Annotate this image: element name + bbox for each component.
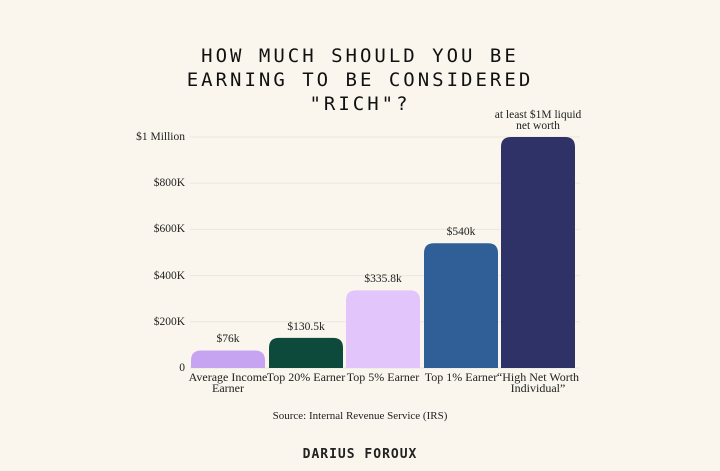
bar — [346, 290, 420, 368]
y-tick-label: $400K — [153, 269, 185, 282]
x-tick-label: Top 5% Earner — [346, 370, 420, 384]
x-tick-label: Average Income Earner — [188, 370, 268, 395]
brand: DARIUS FOROUX — [302, 447, 418, 462]
value-label: $335.8k — [364, 273, 402, 286]
x-tick-label: Top 20% Earner — [266, 370, 346, 384]
chart-title: HOW MUCH SHOULD YOU BE EARNING TO BE CON… — [186, 45, 534, 115]
bar — [191, 350, 265, 368]
y-tick-label: $1 Million — [136, 131, 185, 143]
bar — [501, 137, 575, 368]
x-tick-label: “High Net Worth Individual” — [496, 370, 580, 395]
bar — [424, 243, 498, 368]
value-label: $540k — [446, 226, 476, 239]
y-tick-label: $800K — [153, 177, 185, 190]
x-tick-label: Top 1% Earner — [424, 370, 498, 384]
y-tick-label: $600K — [153, 223, 185, 236]
value-label: $76k — [216, 333, 240, 346]
y-tick-label: $200K — [153, 315, 185, 328]
y-tick-label: 0 — [179, 362, 185, 374]
bar — [269, 337, 343, 368]
source-note: Source: Internal Revenue Service (IRS) — [272, 410, 448, 422]
value-label: $130.5k — [287, 320, 325, 333]
value-label: at least $1M liquid net worth — [494, 109, 582, 132]
